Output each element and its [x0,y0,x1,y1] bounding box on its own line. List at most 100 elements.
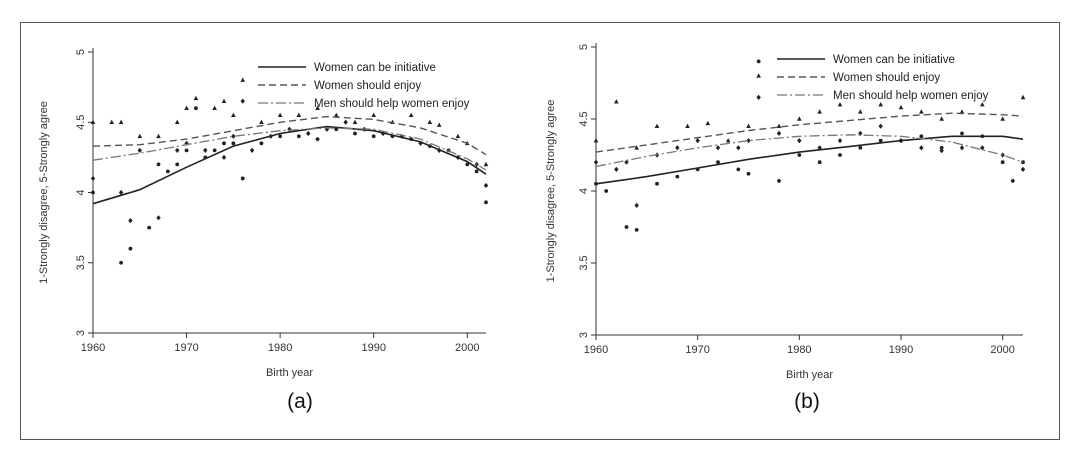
y-tick-label: 4 [75,189,87,195]
data-point [837,102,843,107]
data-point [624,225,629,229]
data-point [315,105,320,110]
data-point [109,119,115,125]
data-point [118,189,124,196]
panel-caption: (a) [287,390,313,413]
data-point [371,134,376,139]
fit-line [595,135,1024,185]
data-point [817,160,822,165]
data-point [484,200,488,205]
data-point [221,98,227,103]
data-point [939,145,944,150]
y-tick-label: 4.5 [578,111,590,126]
data-point [939,116,944,121]
y-tick-label: 5 [75,49,87,55]
legend-label: Women should enjoy [314,80,421,92]
data-point [959,109,965,114]
data-point [858,145,863,150]
data-point [675,145,680,151]
series-1 [90,77,489,167]
data-point [1020,166,1026,172]
x-tick-label: 1970 [685,344,709,356]
data-point [137,133,143,139]
data-point [746,123,751,128]
data-point [259,141,264,146]
data-point [1000,160,1005,165]
data-point [128,246,133,251]
x-tick-label: 2000 [990,344,1014,356]
series-0 [594,59,1025,232]
data-point [296,134,301,139]
y-tick-label: 3.5 [578,255,590,270]
x-axis-title: Birth year [266,367,313,379]
y-axis-title: 1-Strongly disagree, 5-Strongly agree [545,100,557,283]
data-point [675,174,680,179]
data-point [436,122,442,127]
fit-line [92,115,487,156]
data-point [268,133,273,139]
data-point [736,167,741,172]
data-point [240,98,245,104]
data-point [240,176,245,181]
data-point [797,138,802,144]
data-point [306,130,311,137]
data-point [1000,116,1005,121]
data-point [222,141,226,146]
data-point [878,138,883,143]
series-2 [90,98,489,224]
data-point [919,109,924,114]
y-tick-label: 3 [75,330,87,336]
data-point [736,145,741,151]
data-point [193,95,199,101]
data-point [212,148,217,153]
data-point [483,161,489,167]
data-point [408,112,414,118]
x-tick-label: 1970 [174,342,198,354]
data-point [90,119,96,125]
data-point [455,154,461,160]
legend-label: Women can be initiative [314,62,436,74]
y-tick-label: 3 [578,332,590,338]
data-point [483,182,489,189]
data-point [776,123,782,128]
data-point [716,160,720,165]
data-point [1010,179,1015,183]
legend-label: Women can be initiative [833,54,955,66]
fit-line [92,127,487,171]
data-point [249,147,255,153]
legend-label: Men should help women enjoy [833,90,989,102]
data-point [980,102,985,107]
y-tick-label: 4.5 [75,115,87,130]
fit-line [595,134,1024,168]
data-point [654,123,660,128]
data-point [147,225,152,230]
data-point [614,166,619,172]
data-point [746,138,751,144]
data-point [156,215,161,221]
data-point [898,104,904,110]
data-point [715,145,721,151]
data-point [315,137,320,142]
data-point [212,105,217,110]
data-point [725,138,731,143]
x-tick-label: 2000 [455,342,479,354]
data-point [352,119,358,125]
data-point [593,159,599,165]
data-point [858,109,863,114]
data-point [614,99,619,104]
data-point [898,138,904,144]
figure-frame [20,22,1060,440]
data-point [455,133,461,139]
data-point [593,138,599,143]
data-point [128,218,133,224]
data-point [184,148,189,153]
data-point [777,179,781,183]
data-point [878,102,883,107]
data-point [695,138,700,144]
data-point [817,109,822,114]
data-point [91,190,95,195]
data-point [685,123,690,128]
data-point [655,181,659,186]
chart-panel-a: 1960 1970 1980 1990 2000 3 3.5 4 4.5 5 Birth year 1… [38,48,489,413]
data-point [156,162,161,167]
